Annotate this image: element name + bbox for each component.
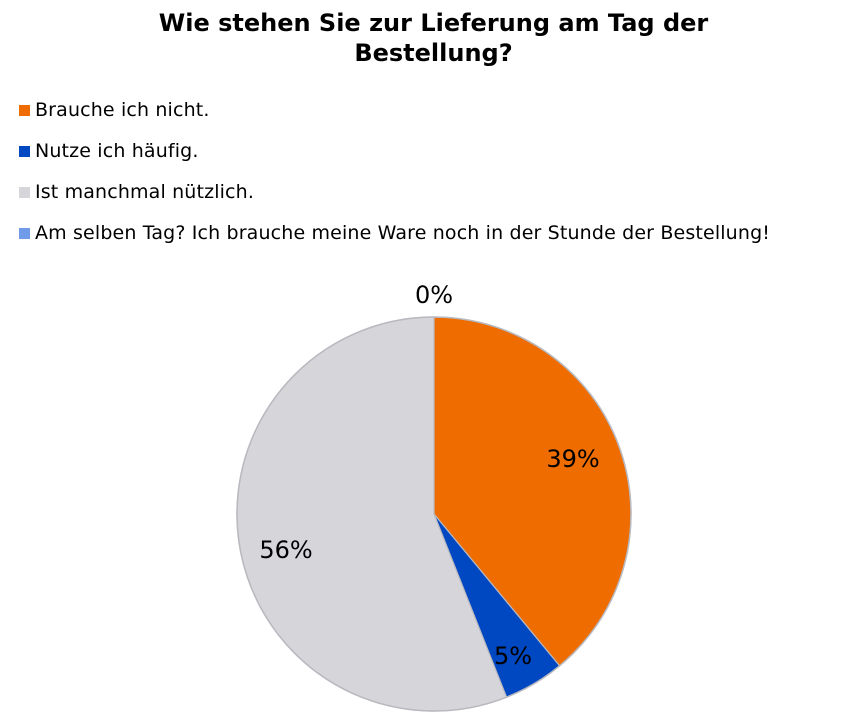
legend-swatch — [19, 105, 30, 116]
pie-data-label-2: 56% — [259, 536, 312, 564]
legend-item-manchmal-nuetzlich: Ist manchmal nützlich. — [19, 178, 864, 219]
chart-title-line-2: Bestellung? — [354, 39, 513, 67]
legend-label: Brauche ich nicht. — [35, 99, 210, 121]
pie-data-label-0: 39% — [546, 445, 599, 473]
legend-label: Ist manchmal nützlich. — [35, 181, 255, 203]
legend-label: Nutze ich häufig. — [35, 140, 199, 162]
legend-swatch — [19, 187, 30, 198]
chart-title: Wie stehen Sie zur Lieferung am Tag der … — [0, 8, 867, 68]
pie-data-label-3: 0% — [415, 281, 453, 309]
chart-legend: Brauche ich nicht. Nutze ich häufig. Ist… — [19, 96, 864, 260]
legend-item-nutze-ich-haeufig: Nutze ich häufig. — [19, 137, 864, 178]
legend-item-am-selben-tag: Am selben Tag? Ich brauche meine Ware no… — [19, 219, 864, 260]
legend-swatch — [19, 228, 30, 239]
legend-swatch — [19, 146, 30, 157]
pie-data-label-1: 5% — [494, 642, 532, 670]
legend-label: Am selben Tag? Ich brauche meine Ware no… — [35, 222, 771, 244]
pie-outline — [236, 316, 632, 712]
chart-title-line-1: Wie stehen Sie zur Lieferung am Tag der — [158, 9, 709, 37]
legend-item-brauche-ich-nicht: Brauche ich nicht. — [19, 96, 864, 137]
